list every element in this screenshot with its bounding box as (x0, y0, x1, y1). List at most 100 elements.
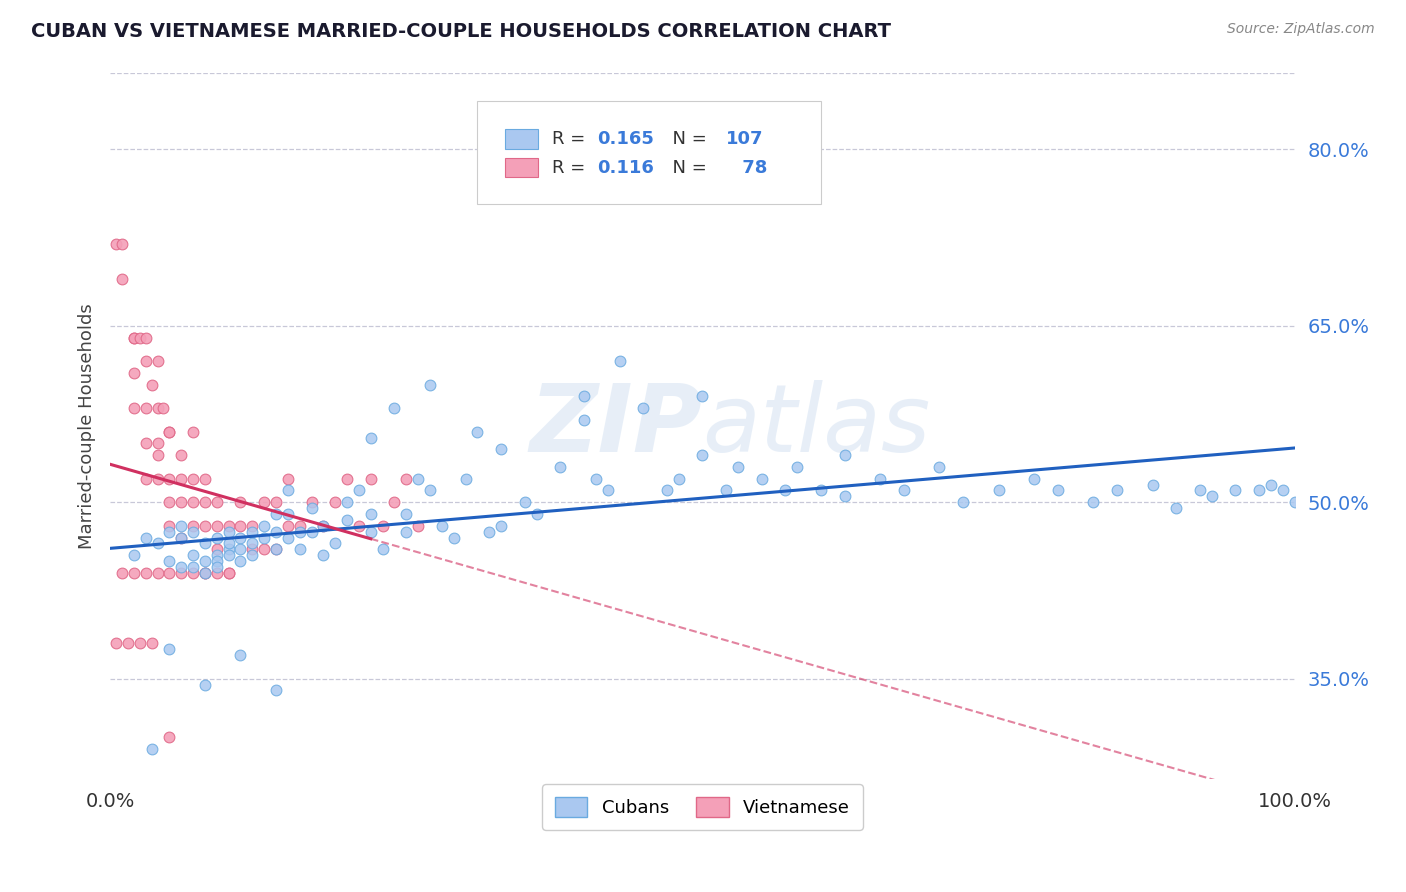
Point (111, 236, 134, 251)
Point (775, 483, 797, 498)
Point (194, 554, 217, 568)
Point (1083, 495, 1105, 509)
Point (253, 531, 276, 545)
Text: R =: R = (553, 130, 591, 148)
Point (467, 425, 489, 439)
Point (111, 566, 134, 580)
Point (218, 524, 240, 539)
Point (347, 483, 370, 498)
Point (135, 566, 157, 580)
Point (489, 442, 512, 457)
Text: 0.165: 0.165 (598, 130, 654, 148)
Point (181, 425, 204, 439)
Point (253, 518, 276, 533)
Point (384, 495, 406, 509)
Point (454, 472, 477, 486)
Point (157, 731, 180, 745)
Point (181, 524, 204, 539)
Point (122, 566, 145, 580)
Point (1225, 483, 1247, 498)
Point (157, 495, 180, 509)
Point (277, 472, 299, 486)
Point (194, 472, 217, 486)
Point (312, 548, 335, 562)
Point (135, 354, 157, 368)
Point (1024, 472, 1046, 486)
Point (1105, 483, 1128, 498)
Point (336, 513, 359, 527)
Point (105, 636, 128, 650)
Point (146, 401, 169, 416)
Point (135, 472, 157, 486)
Point (135, 330, 157, 344)
Point (277, 507, 299, 521)
Point (692, 448, 714, 462)
Point (170, 566, 193, 580)
Point (205, 566, 228, 580)
Point (181, 548, 204, 562)
Point (631, 401, 654, 416)
Point (122, 401, 145, 416)
Point (336, 495, 359, 509)
Point (893, 483, 915, 498)
Point (146, 536, 169, 550)
Point (170, 531, 193, 545)
Point (443, 531, 465, 545)
Point (205, 542, 228, 557)
Point (277, 531, 299, 545)
Point (128, 636, 150, 650)
Point (229, 531, 252, 545)
Point (181, 518, 204, 533)
Point (218, 566, 240, 580)
Point (395, 472, 418, 486)
Text: N =: N = (661, 159, 713, 177)
FancyBboxPatch shape (505, 158, 537, 178)
Point (526, 507, 548, 521)
Point (264, 507, 287, 521)
Point (194, 566, 217, 580)
Point (105, 236, 128, 251)
Point (205, 518, 228, 533)
Point (336, 472, 359, 486)
Point (141, 377, 163, 392)
Point (194, 518, 217, 533)
Point (157, 566, 180, 580)
Point (157, 518, 180, 533)
FancyBboxPatch shape (478, 101, 821, 203)
Point (288, 524, 311, 539)
Point (928, 459, 950, 474)
Point (205, 548, 228, 562)
Point (1201, 489, 1223, 503)
Point (395, 507, 418, 521)
Point (513, 495, 536, 509)
Point (218, 566, 240, 580)
Point (585, 472, 607, 486)
Point (146, 436, 169, 450)
Point (360, 472, 382, 486)
Y-axis label: Married-couple Households: Married-couple Households (79, 303, 96, 549)
Point (170, 518, 193, 533)
Point (122, 366, 145, 380)
Point (1249, 483, 1271, 498)
Point (253, 495, 276, 509)
Point (205, 495, 228, 509)
Point (135, 436, 157, 450)
Point (157, 554, 180, 568)
Point (395, 524, 418, 539)
Point (146, 354, 169, 368)
Point (229, 518, 252, 533)
Point (277, 483, 299, 498)
Text: 0.116: 0.116 (598, 159, 654, 177)
Point (301, 495, 323, 509)
Point (194, 566, 217, 580)
Point (157, 425, 180, 439)
Point (157, 524, 180, 539)
Point (141, 636, 163, 650)
Point (987, 483, 1010, 498)
Point (1271, 483, 1294, 498)
Point (264, 495, 287, 509)
Point (170, 531, 193, 545)
Point (194, 495, 217, 509)
Point (170, 448, 193, 462)
Point (288, 542, 311, 557)
